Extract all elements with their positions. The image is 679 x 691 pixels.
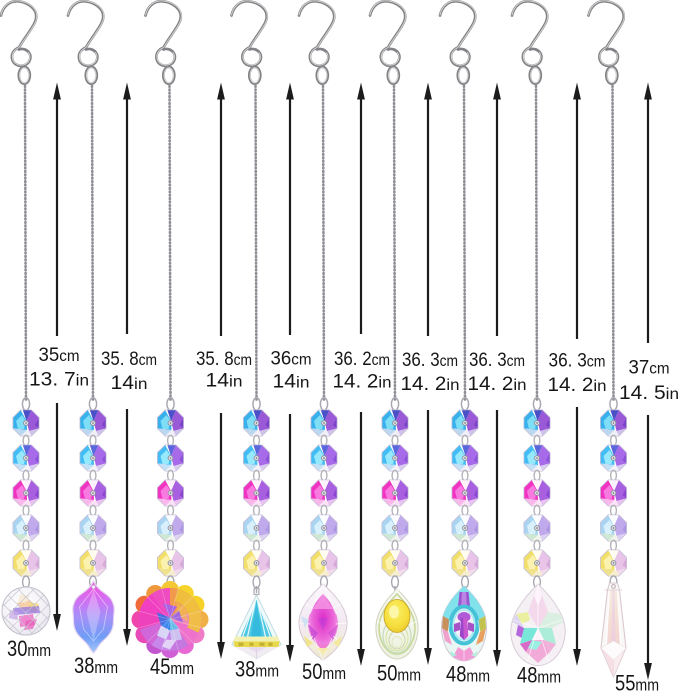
svg-text:50mm: 50mm (377, 661, 421, 686)
svg-text:48mm: 48mm (446, 662, 490, 687)
svg-text:13. 7in: 13. 7 in (29, 370, 89, 391)
svg-text:14. 2in: 14. 2 in (548, 375, 607, 396)
svg-text:36. 3cm: 36. 3cm (469, 350, 525, 371)
svg-text:36. 2cm: 36. 2cm (334, 349, 390, 370)
svg-text:36. 3cm: 36. 3cm (549, 351, 606, 372)
svg-text:35cm: 35cm (39, 345, 80, 366)
svg-text:36cm: 36cm (271, 349, 312, 370)
svg-text:14. 2in: 14. 2 in (401, 374, 460, 395)
svg-text:48mm: 48mm (517, 663, 561, 688)
svg-text:30mm: 30mm (7, 636, 51, 661)
svg-text:36. 3cm: 36. 3cm (402, 350, 458, 371)
svg-text:37cm: 37cm (629, 358, 670, 379)
svg-text:38mm: 38mm (74, 653, 118, 678)
svg-text:50mm: 50mm (302, 659, 346, 684)
svg-text:38mm: 38mm (235, 657, 279, 682)
svg-text:14. 2in: 14. 2 in (468, 374, 527, 395)
svg-text:55mm: 55mm (615, 671, 659, 691)
svg-text:14. 2in: 14. 2 in (333, 372, 392, 393)
svg-text:14. 5in: 14. 5 in (619, 383, 679, 404)
svg-text:35. 8cm: 35. 8cm (196, 349, 252, 370)
svg-text:45mm: 45mm (150, 654, 194, 679)
svg-text:35. 8cm: 35. 8cm (101, 349, 157, 370)
